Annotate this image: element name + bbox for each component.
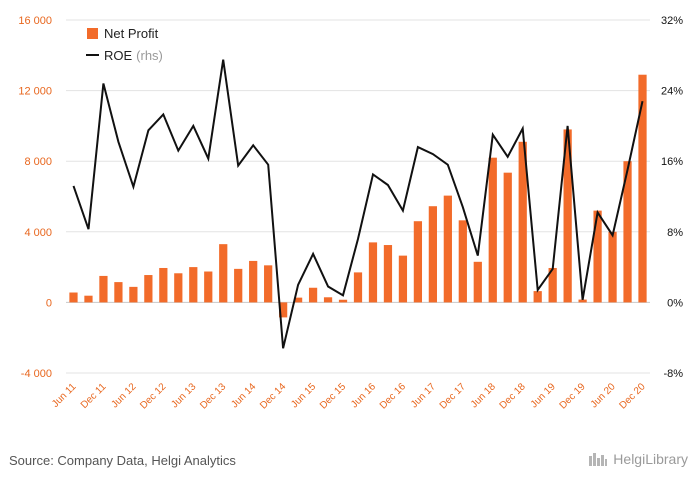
net-profit-bar — [608, 231, 617, 303]
net-profit-bar — [338, 299, 348, 303]
right-tick-label: 8% — [667, 227, 683, 239]
x-tick-label: Jun 14 — [229, 381, 258, 410]
source-note: Source: Company Data, Helgi Analytics — [9, 453, 236, 468]
net-profit-bars — [69, 74, 647, 318]
left-tick-label: 0 — [46, 297, 52, 309]
net-profit-bar — [353, 272, 363, 303]
net-profit-bar — [443, 195, 452, 303]
net-profit-bar — [279, 302, 288, 318]
legend-net-profit-label: Net Profit — [104, 26, 159, 41]
x-axis: Jun 11 Dec 11 Jun 12 Dec 12 Jun 13 Dec 13 Jun … — [50, 381, 648, 411]
grid-lines — [66, 19, 650, 374]
x-tick-label: Dec 15 — [318, 381, 348, 411]
footer: Source: Company Data, Helgi Analytics He… — [0, 440, 700, 483]
net-profit-bar — [99, 275, 108, 303]
legend: Net Profit ROE (rhs) — [86, 26, 163, 63]
x-tick-label: Dec 14 — [258, 381, 288, 411]
net-profit-bar — [563, 129, 572, 303]
right-tick-label: 16% — [661, 156, 683, 168]
x-tick-label: Dec 17 — [438, 381, 468, 411]
net-profit-bar — [548, 267, 557, 303]
net-profit-bar — [428, 206, 437, 303]
net-profit-bar — [368, 242, 378, 303]
net-profit-bar — [623, 161, 632, 303]
net-profit-bar — [593, 210, 602, 303]
left-axis: 16 000 12 000 8 000 4 000 0 -4 000 — [18, 15, 52, 380]
net-profit-bar — [249, 260, 258, 303]
legend-roe-suffix: (rhs) — [136, 48, 163, 63]
net-profit-bar — [204, 271, 213, 303]
net-profit-bar — [308, 287, 318, 303]
net-profit-bar — [398, 255, 408, 303]
net-profit-bar — [413, 221, 423, 303]
x-tick-label: Dec 12 — [138, 381, 168, 411]
net-profit-bar — [129, 286, 138, 303]
right-tick-label: 32% — [661, 15, 683, 27]
net-profit-bar — [458, 220, 467, 303]
roe-line — [72, 59, 644, 349]
brand-logo: HelgiLibrary — [588, 451, 688, 467]
net-profit-bar — [174, 273, 183, 303]
library-icon — [589, 453, 608, 466]
net-profit-bar — [69, 292, 78, 303]
x-tick-label: Jun 12 — [109, 381, 138, 410]
legend-roe-name: ROE — [104, 48, 133, 63]
net-profit-bar — [638, 74, 647, 303]
net-profit-bar — [383, 245, 393, 303]
right-tick-label: -8% — [663, 368, 683, 380]
x-tick-label: Jun 20 — [589, 381, 618, 410]
x-tick-label: Jun 19 — [529, 381, 558, 410]
roe-line-path — [72, 59, 644, 349]
x-tick-label: Jun 18 — [469, 381, 498, 410]
left-tick-label: -4 000 — [21, 368, 52, 380]
net-profit-bar — [473, 261, 482, 303]
right-tick-label: 0% — [667, 297, 683, 309]
left-tick-label: 12 000 — [18, 86, 52, 98]
x-tick-label: Jun 11 — [50, 381, 79, 410]
x-tick-label: Jun 16 — [349, 381, 378, 410]
net-profit-bar — [264, 265, 273, 303]
net-profit-bar — [219, 244, 228, 303]
net-profit-bar — [189, 267, 198, 303]
x-tick-label: Jun 17 — [409, 381, 438, 410]
net-profit-bar — [518, 141, 527, 303]
x-tick-label: Jun 13 — [169, 381, 198, 410]
net-profit-bar — [84, 295, 93, 303]
net-profit-bar — [114, 282, 123, 303]
net-profit-bar — [503, 172, 512, 303]
left-tick-label: 8 000 — [24, 156, 52, 168]
right-tick-label: 24% — [661, 86, 683, 98]
chart: 16 000 12 000 8 000 4 000 0 -4 000 32% 24% 16% 8… — [18, 15, 683, 412]
net-profit-bar — [159, 267, 168, 303]
net-profit-bar — [234, 268, 243, 303]
net-profit-bar — [323, 297, 333, 303]
x-tick-label: Jun 15 — [289, 381, 318, 410]
x-tick-label: Dec 20 — [617, 381, 647, 411]
left-tick-label: 4 000 — [24, 227, 52, 239]
brand-name: HelgiLibrary — [613, 451, 688, 467]
x-tick-label: Dec 18 — [498, 381, 528, 411]
net-profit-bar — [578, 299, 587, 303]
x-tick-label: Dec 16 — [378, 381, 408, 411]
x-tick-label: Dec 19 — [558, 381, 588, 411]
x-tick-label: Dec 13 — [198, 381, 228, 411]
right-axis: 32% 24% 16% 8% 0% -8% — [661, 15, 683, 380]
net-profit-bar — [144, 275, 153, 303]
net-profit-bar — [293, 297, 303, 303]
left-tick-label: 16 000 — [18, 15, 52, 27]
net-profit-bar — [533, 291, 542, 303]
net-profit-bar — [488, 157, 497, 303]
legend-roe-label: ROE (rhs) — [104, 48, 163, 63]
x-tick-label: Dec 11 — [79, 381, 109, 411]
legend-net-profit-swatch — [87, 28, 98, 39]
